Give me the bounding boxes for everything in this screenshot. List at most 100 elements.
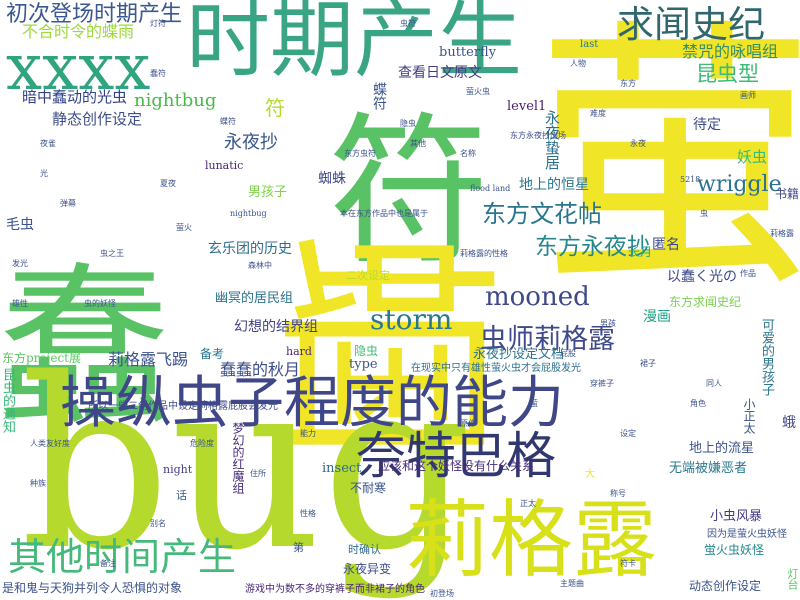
word-tiny-22: 角色 (690, 399, 706, 408)
word-dishanghengxing: 地上的恒星 (519, 177, 589, 193)
word-tiny-18: 画师 (740, 91, 756, 100)
word-tiny-25: 萤 (530, 399, 538, 408)
word-tiny-20: 虫 (700, 209, 708, 218)
word-manhua: 漫画 (643, 309, 671, 325)
word-tiny-31: 人类友好度 (30, 439, 70, 448)
word-hua: 话 (176, 489, 187, 502)
word-tiny-5: flood land (470, 184, 511, 193)
word-kunchongxing: 昆虫型 (696, 62, 759, 86)
word-beikao: 备考 (200, 347, 225, 361)
word-tiny-28: 能力 (300, 429, 316, 438)
word-tiny-33: 别名 (150, 519, 166, 528)
word-wuduan: 无端被嫌恶者 (669, 461, 748, 476)
word-mooned: mooned (485, 282, 590, 312)
word-tiny-26: 原作 (460, 419, 476, 428)
word-shihegui: 是和鬼与天狗并列令人恐惧的对象 (2, 581, 183, 595)
word-tiny-7: nightbug (230, 209, 267, 218)
word-tiny-14: 夜雀 (40, 139, 56, 148)
word-tiny-38: 灯符 (150, 19, 166, 28)
word-huanxiang: 幻想的结界组 (234, 319, 318, 335)
word-tiny-49: 雄性 (12, 299, 28, 308)
word-tiny-34: 初登场 (430, 589, 454, 598)
word-yinghuochongyaoguai: 蛍火虫妖怪 (704, 543, 765, 557)
word-last: last (580, 39, 599, 50)
word-tiny-24: 称号 (610, 489, 626, 498)
word-youming: 幽冥的居民组 (215, 291, 294, 306)
word-wenhuatie: 东方文花帖 (482, 200, 602, 228)
word-suoyi: 所以一些二创作品中设定莉格露屁股会发光 (88, 401, 278, 412)
word-changyue: 长月 (628, 245, 653, 259)
word-tiny-6: 东方虫符 (344, 149, 376, 158)
word-feiti: 莉格露飞踢 (108, 350, 189, 369)
word-yongyechao-2: 永夜抄 (224, 132, 278, 153)
word-fu-small: 符 (265, 96, 285, 120)
word-tiny-2: 莉格露的性格 (460, 249, 508, 258)
word-tiny-43: 名称 (460, 149, 476, 158)
word-chongshi: 虫师莉格露 (480, 324, 615, 355)
word-tiny-8: 森林中 (248, 261, 272, 270)
word-tiny-35: 主题曲 (560, 579, 584, 588)
word-butterfly: butterfly (439, 45, 497, 60)
word-tiny-39: 蠢符 (150, 69, 166, 78)
word-tiny-44: 难度 (590, 109, 606, 118)
word-dishangliuxing: 地上的流星 (689, 441, 755, 456)
word-yinweishi: 因为是萤火虫妖怪 (707, 529, 787, 540)
word-chuci: 初次登场时期产生 (6, 2, 183, 27)
word-tiny-11: 虫之王 (100, 249, 124, 258)
word-tiny-10: 萤火 (176, 223, 192, 232)
word-menghuan: 梦幻的红魔组 (231, 422, 245, 494)
word-xxxx: xxxx (6, 31, 151, 105)
word-di: 第 (293, 541, 304, 554)
word-tiny-17: 永夜 (630, 139, 646, 148)
word-rigglu: 莉格露 (405, 491, 658, 589)
word-shiqi: 时期产生 (186, 0, 523, 89)
word-caozong: 操纵虫子程度的能力 (60, 371, 564, 436)
word-tiny-23: 设定 (620, 429, 636, 438)
word-5218: 5218 (680, 175, 701, 184)
word-tiny-4: 萤火虫 (466, 87, 490, 96)
word-anzhong: 暗中蠢动的光虫 (22, 88, 128, 106)
word-qiuwen: 求闻史纪 (617, 3, 765, 46)
word-yinggai: 应该和这个妖怪没有什么关系 (378, 459, 535, 473)
word-zhizhu: 蜘蛛 (318, 171, 346, 187)
word-kunchongtongzhi: 昆虫的通知 (0, 368, 15, 433)
word-yongyewendang: 永夜抄设定文档 (473, 347, 565, 362)
word-maochong: 毛虫 (6, 217, 34, 233)
word-dongtai: 动态创作设定 (689, 579, 762, 593)
word-storm: storm (370, 303, 453, 336)
word-lunatic: lunatic (205, 159, 244, 172)
word-tiny-27: 性格 (300, 509, 316, 518)
word-tiny-41: 隐虫 (400, 119, 416, 128)
word-shuji: 书籍 (775, 187, 800, 201)
word-nanhaizi: 男孩子 (248, 185, 288, 200)
word-tiny-54: 正太 (520, 499, 536, 508)
word-bug: bug (20, 329, 473, 600)
word-fu: 符 (328, 99, 490, 287)
word-project-zhan: 东方project展 (2, 351, 82, 365)
word-xiaochong: 小虫风暴 (710, 509, 763, 524)
word-tiny-21: 同人 (706, 379, 722, 388)
word-yinchong: 隐虫 (354, 344, 379, 358)
word-chun: 蠢 (0, 247, 170, 448)
word-daiding: 待定 (693, 117, 721, 133)
word-buheshiling: 不合时令的蝶雨 (22, 22, 135, 41)
word-type: type (349, 357, 378, 372)
word-bunaihan: 不耐寒 (350, 481, 387, 495)
word-tiny-47: 弹幕 (60, 199, 76, 208)
word-tiny-15: 人物 (570, 59, 586, 68)
word-tiny-37: 虫符 (400, 19, 416, 28)
word-tiny-3: 东方永夜抄出场 (510, 131, 566, 140)
word-tiny-52: 裙子 (640, 359, 656, 368)
word-chakan: 查看日文原文 (398, 65, 482, 81)
word-tiny-36: 符卡 (620, 559, 636, 568)
word-ying: 萤 (535, 0, 800, 323)
word-qiuwenshiji: 东方求闻史纪 (669, 295, 742, 309)
word-jinzhou: 禁咒的咏唱组 (682, 42, 779, 61)
word-tiny-53: 男孩 (600, 319, 616, 328)
word-youxizhong: 游戏中为数不多的穿裤子而非裙子的角色 (245, 584, 425, 595)
word-wriggle: wriggle (697, 172, 782, 197)
word-hard: hard (286, 345, 312, 358)
word-e: 蛾 (782, 415, 796, 431)
word-diefu: 蝶符 (371, 82, 387, 110)
